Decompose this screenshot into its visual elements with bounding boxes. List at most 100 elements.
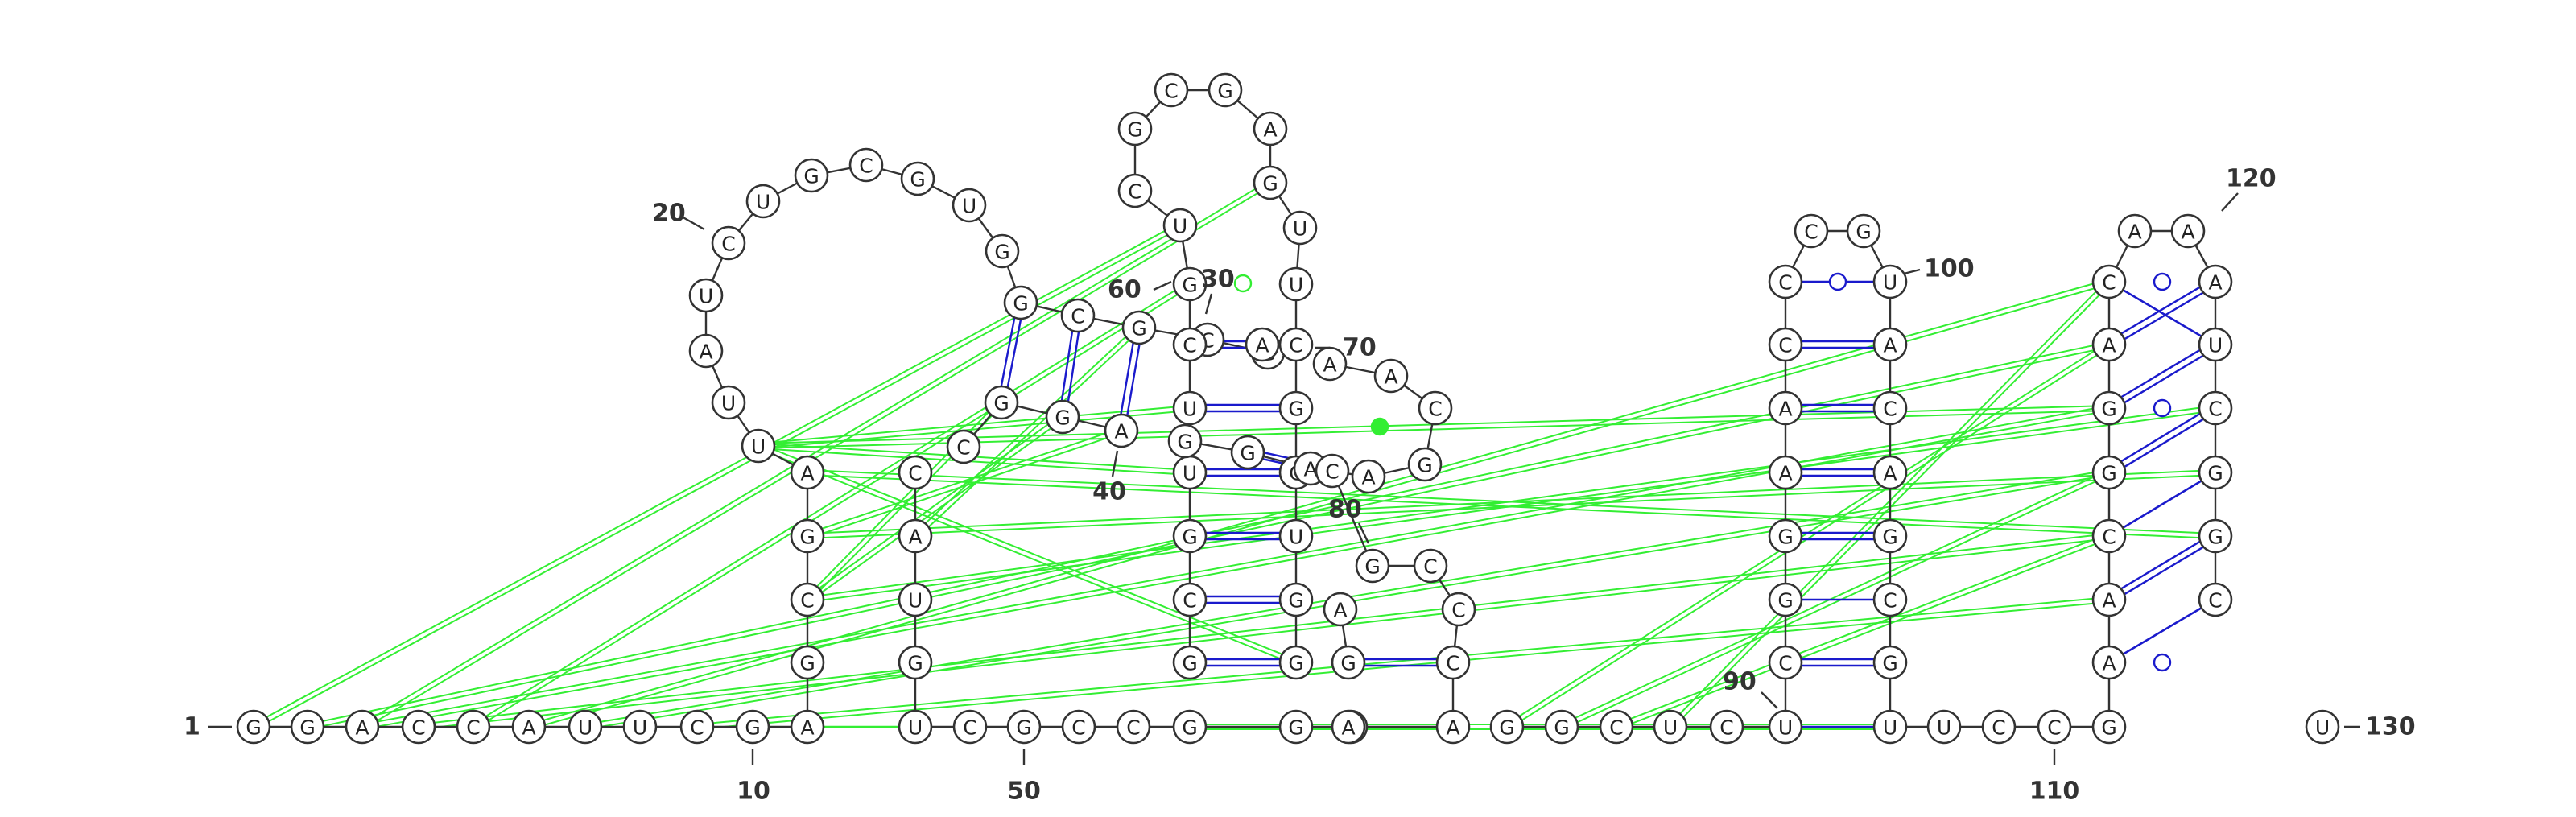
nucleotide-letter: C bbox=[963, 716, 976, 740]
nucleotide-letter: U bbox=[633, 716, 647, 740]
nucleotide-106: A bbox=[1872, 455, 1908, 490]
tertiary-interaction bbox=[758, 447, 1190, 476]
nucleotide-letter: A bbox=[2128, 221, 2141, 244]
nucleotide-circle bbox=[1003, 285, 1038, 320]
nucleotide-20: C bbox=[711, 225, 746, 261]
nucleotide-letter: G bbox=[1554, 716, 1569, 740]
nucleotide-letter: U bbox=[756, 191, 770, 214]
nucleotide-letter: C bbox=[1719, 716, 1733, 740]
tertiary-interaction bbox=[758, 405, 1190, 445]
nucleotide-circle bbox=[1278, 582, 1314, 617]
nucleotide-121: C bbox=[2091, 264, 2127, 299]
nucleotide-100: C bbox=[1768, 264, 1803, 299]
nucleotide-109: G bbox=[1872, 645, 1908, 680]
nucleotide-124: A bbox=[2198, 264, 2233, 299]
tertiary-interaction bbox=[757, 447, 1296, 666]
tertiary-interaction bbox=[758, 443, 1298, 662]
nucleotide-112: C bbox=[1981, 709, 2017, 745]
nucleotide-circle bbox=[1278, 390, 1314, 426]
position-label-130: 130 bbox=[2365, 713, 2416, 741]
nucleotide-circle bbox=[790, 582, 825, 617]
nucleotide-120: A bbox=[2091, 327, 2127, 362]
nucleotide-12: G bbox=[790, 645, 825, 680]
tertiary-interaction bbox=[1615, 533, 2109, 726]
nucleotide-2: G bbox=[290, 709, 325, 745]
nucleotide-letter: G bbox=[1240, 442, 1255, 465]
nucleotide-40: U bbox=[898, 709, 933, 745]
nucleotide-circle bbox=[1407, 447, 1443, 482]
nucleotide-92: C bbox=[1709, 709, 1744, 745]
nucleotide-108: C bbox=[1872, 582, 1908, 617]
nucleotide-letter: G bbox=[1288, 652, 1303, 675]
nucleotide-39: G bbox=[898, 645, 933, 680]
tertiary-interaction bbox=[1671, 283, 2112, 729]
nucleotide-6: A bbox=[511, 709, 547, 745]
nucleotide-55: U bbox=[1162, 208, 1198, 243]
nucleotide-104: A bbox=[1872, 327, 1908, 362]
nucleotide-circle bbox=[790, 645, 825, 680]
tertiary-interaction bbox=[696, 596, 2109, 726]
nucleotide-circle bbox=[2091, 390, 2127, 426]
nucleotide-letter: A bbox=[2181, 221, 2194, 244]
nucleotide-circle bbox=[1926, 709, 1962, 745]
position-label-tick bbox=[1204, 293, 1213, 315]
nucleotide-circle bbox=[1060, 298, 1096, 333]
nucleotide-letter: G bbox=[799, 526, 815, 549]
nucleotide-letter: C bbox=[1289, 334, 1302, 357]
position-label-tick bbox=[1357, 522, 1370, 544]
base-pair bbox=[2110, 283, 2218, 349]
nucleotide-circle bbox=[900, 161, 935, 196]
nucleotide-circle bbox=[711, 225, 746, 261]
nucleotide-circle bbox=[1413, 548, 1448, 584]
nucleotide-letter: C bbox=[2102, 271, 2116, 295]
nucleotide-115: A bbox=[2091, 645, 2127, 680]
nucleotide-circle bbox=[1351, 459, 1386, 494]
nucleotide-51: U bbox=[1172, 455, 1208, 490]
nucleotide-circle bbox=[1154, 72, 1189, 108]
nucleotide-letter: C bbox=[2047, 716, 2061, 740]
nucleotide-circle bbox=[2091, 327, 2127, 362]
tertiary-interaction bbox=[361, 405, 2109, 726]
nucleotide-circle bbox=[679, 709, 715, 745]
nucleotide-123: A bbox=[2170, 213, 2206, 249]
nucleotide-letter: A bbox=[1883, 462, 1897, 485]
nucleotide-letter: U bbox=[1937, 716, 1951, 740]
nucleotide-circle bbox=[2091, 582, 2127, 617]
nucleotide-letter: C bbox=[690, 716, 704, 740]
nucleotide-99: C bbox=[1768, 327, 1803, 362]
nucleotide-13: C bbox=[790, 582, 825, 617]
nucleotide-letter: G bbox=[1013, 292, 1028, 316]
nucleotide-circle bbox=[1278, 518, 1314, 554]
tertiary-interaction bbox=[807, 469, 2216, 535]
nucleotide-67: U bbox=[1278, 518, 1314, 554]
nucleotide-110: U bbox=[1872, 709, 1908, 745]
nucleotide-letter: U bbox=[1173, 215, 1187, 238]
nucleotide-letter: G bbox=[1288, 589, 1303, 613]
tertiary-pair-marker bbox=[1233, 274, 1253, 293]
nucleotide-circle bbox=[1172, 645, 1208, 680]
nucleotide-letter: U bbox=[578, 716, 592, 740]
nucleotide-letter: C bbox=[1451, 599, 1465, 622]
nucleotide-circle bbox=[1172, 582, 1208, 617]
position-label-tick bbox=[1761, 691, 1778, 709]
nucleotide-letter: G bbox=[994, 241, 1009, 264]
nucleotide-letter: G bbox=[1177, 431, 1192, 454]
tertiary-interaction bbox=[1562, 473, 2111, 730]
nucleotide-circle bbox=[1981, 709, 2017, 745]
nucleotide-circle bbox=[1418, 390, 1453, 426]
nucleotide-circle bbox=[2170, 213, 2206, 249]
nucleotide-letter: A bbox=[1384, 365, 1397, 389]
nucleotide-77: G bbox=[1167, 423, 1203, 459]
nucleotide-letter: C bbox=[1883, 398, 1897, 421]
nucleotide-circle bbox=[1489, 709, 1525, 745]
nucleotide-37: A bbox=[898, 518, 933, 554]
nucleotide-letter: U bbox=[962, 195, 976, 218]
nucleotide-86: A bbox=[1323, 592, 1358, 627]
nucleotide-circle bbox=[1278, 645, 1314, 680]
nucleotide-circle bbox=[1373, 358, 1409, 394]
nucleotide-circle bbox=[1872, 709, 1908, 745]
nucleotide-letter: G bbox=[2207, 462, 2223, 485]
tertiary-interaction bbox=[527, 279, 2109, 726]
tertiary-interaction bbox=[1616, 537, 2111, 730]
tertiary-interaction bbox=[913, 325, 1138, 535]
